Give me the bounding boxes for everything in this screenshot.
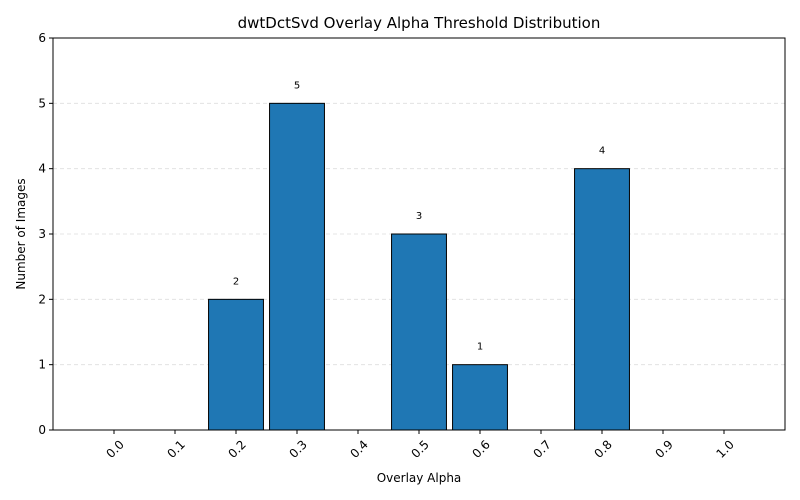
x-axis-label: Overlay Alpha	[377, 471, 462, 485]
y-tick-label: 0	[38, 423, 46, 437]
x-tick-label: 0.7	[530, 437, 553, 460]
x-tick-label: 0.0	[103, 437, 126, 460]
bar	[574, 168, 630, 431]
bar	[269, 102, 325, 431]
y-tick-label: 3	[38, 227, 46, 241]
bar	[208, 298, 264, 431]
data-label: 4	[599, 146, 605, 157]
x-tick-label: 0.8	[591, 437, 614, 460]
chart-title: dwtDctSvd Overlay Alpha Threshold Distri…	[238, 14, 601, 32]
x-tick-label: 0.1	[164, 437, 187, 460]
bar	[452, 364, 508, 431]
x-tick-label: 1.0	[713, 437, 736, 460]
y-tick-label: 6	[38, 31, 46, 45]
x-tick-label: 0.4	[347, 437, 370, 460]
data-labels: 2 5 3 1 4	[233, 80, 605, 352]
data-label: 3	[416, 211, 422, 222]
x-tick-label: 0.9	[652, 437, 675, 460]
y-tick-label: 2	[38, 292, 46, 306]
x-tick-label: 0.2	[225, 437, 248, 460]
bar	[391, 233, 447, 431]
y-axis-label: Number of Images	[14, 178, 28, 289]
y-axis: 0 1 2 3 4 5 6	[38, 31, 53, 437]
x-tick-label: 0.3	[286, 437, 309, 460]
data-label: 1	[477, 342, 483, 353]
bars	[208, 102, 630, 431]
y-tick-label: 5	[38, 96, 46, 110]
x-axis: 0.0 0.1 0.2 0.3 0.4 0.5 0.6 0.7 0.8 0.9 1.0	[103, 430, 737, 461]
data-label: 2	[233, 276, 239, 287]
x-tick-label: 0.5	[408, 437, 431, 460]
y-tick-label: 4	[38, 162, 46, 176]
y-tick-label: 1	[38, 358, 46, 372]
data-label: 5	[294, 80, 300, 91]
x-tick-label: 0.6	[469, 437, 492, 460]
